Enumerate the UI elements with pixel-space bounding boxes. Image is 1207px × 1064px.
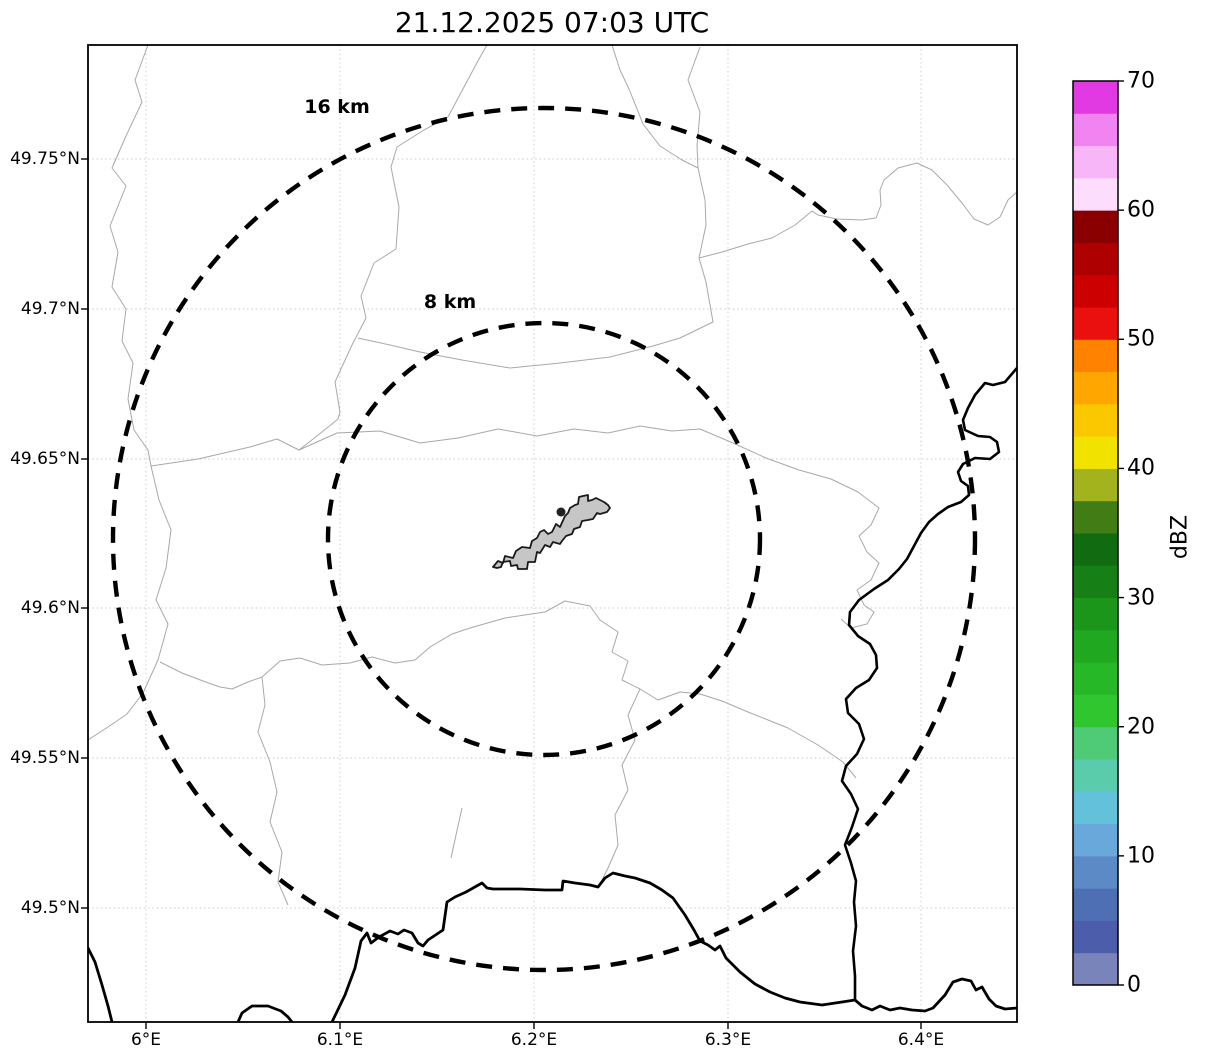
national-border-line: [88, 946, 114, 1022]
commune-border-line: [450, 807, 463, 859]
national-border-line: [236, 1004, 294, 1022]
colorbar-unit-label: dBZ: [1167, 514, 1193, 560]
colorbar-tick-label: 40: [1127, 455, 1155, 481]
colorbar-segment: [1073, 597, 1118, 631]
colorbar-segment: [1073, 823, 1118, 857]
colorbar-segment: [1073, 436, 1118, 469]
colorbar-tick-label: 60: [1127, 197, 1155, 223]
y-tick-label: 49.6°N: [20, 598, 80, 618]
colorbar-tick-label: 20: [1127, 714, 1155, 740]
x-tick-label: 6.4°E: [897, 1030, 945, 1050]
national-border-line: [330, 871, 1017, 1022]
colorbar-tick-label: 70: [1127, 68, 1155, 94]
colorbar-segment: [1073, 726, 1118, 760]
colorbar-segment: [1073, 403, 1118, 437]
commune-border-line: [698, 162, 1017, 259]
colorbar-segment: [1073, 533, 1118, 566]
x-tick-label: 6.1°E: [316, 1030, 364, 1050]
colorbar-segment: [1073, 242, 1118, 276]
colorbar-segment: [1073, 145, 1118, 179]
colorbar-segment: [1073, 500, 1118, 534]
colorbar-segment: [1073, 307, 1118, 340]
colorbar-segment: [1073, 791, 1118, 825]
colorbar-segment: [1073, 113, 1118, 147]
colorbar-segment: [1073, 629, 1118, 663]
map-title: 21.12.2025 07:03 UTC: [394, 6, 710, 39]
y-tick-label: 49.75°N: [10, 149, 80, 169]
colorbar-tick-label: 10: [1127, 843, 1155, 869]
colorbar-segment: [1073, 371, 1118, 405]
x-tick-label: 6.3°E: [704, 1030, 752, 1050]
commune-border-line: [159, 600, 857, 779]
colorbar-segment: [1073, 274, 1118, 308]
colorbar-segment: [1073, 759, 1118, 792]
x-tick-label: 6.2°E: [510, 1030, 558, 1050]
colorbar-segment: [1073, 952, 1118, 986]
commune-border-line: [298, 45, 488, 451]
commune-border-line: [88, 45, 172, 741]
colorbar-segment: [1073, 565, 1118, 599]
commune-border-line: [687, 46, 701, 169]
colorbar-segment: [1073, 339, 1118, 373]
commune-border-line: [357, 45, 714, 369]
commune-border-line: [257, 676, 289, 906]
range-ring-label: 16 km: [304, 96, 370, 118]
colorbar-segment: [1073, 81, 1118, 114]
colorbar-segment: [1073, 210, 1118, 243]
colorbar-segment: [1073, 694, 1118, 728]
colorbar-frame: [1072, 80, 1119, 986]
map-layer: [88, 45, 1017, 1022]
river-line: [840, 366, 1017, 1002]
range-ring-circle: [325, 320, 763, 758]
y-tick-label: 49.7°N: [20, 299, 80, 319]
x-tick-label: 6°E: [130, 1030, 162, 1050]
commune-border-line: [599, 688, 641, 885]
colorbar-segment: [1073, 888, 1118, 921]
y-tick-label: 49.55°N: [10, 748, 80, 768]
colorbar-tick-label: 30: [1127, 585, 1155, 611]
colorbar-tick-label: 0: [1127, 972, 1141, 998]
y-tick-label: 49.5°N: [20, 898, 80, 918]
colorbar-segment: [1073, 920, 1118, 954]
airport-outline: [492, 494, 611, 570]
colorbar-segment: [1073, 177, 1118, 211]
range-ring-circle: [110, 105, 978, 973]
colorbar-tick-label: 50: [1127, 326, 1155, 352]
range-ring-label: 8 km: [423, 291, 477, 313]
colorbar-segment: [1073, 662, 1118, 695]
y-tick-label: 49.65°N: [10, 449, 80, 469]
axis-frame: [87, 44, 1018, 1023]
colorbar-segment: [1073, 468, 1118, 502]
commune-border-line: [150, 425, 880, 629]
radar-site-marker: [556, 507, 566, 517]
colorbar-segment: [1073, 855, 1118, 889]
